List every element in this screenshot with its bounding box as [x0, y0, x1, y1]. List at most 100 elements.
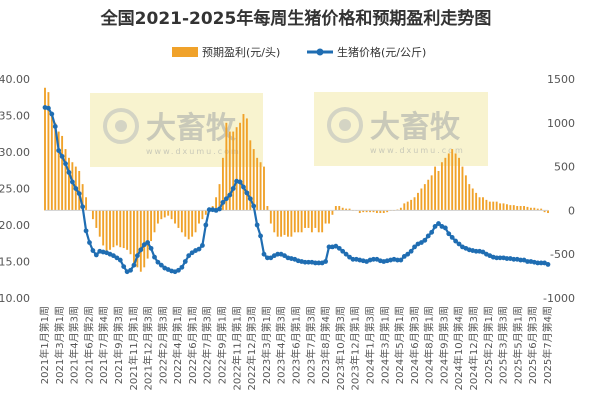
- profit-bar: [519, 206, 522, 211]
- profit-bar: [266, 206, 269, 211]
- price-point: [56, 148, 62, 153]
- profit-bar: [372, 210, 375, 213]
- price-point: [480, 249, 486, 255]
- price-point: [66, 170, 72, 175]
- x-tick-label: 2023年4月第3周: [275, 306, 288, 384]
- y-right-tick-label: 500: [554, 161, 575, 174]
- profit-bar: [225, 122, 228, 211]
- price-point: [176, 267, 181, 273]
- price-point: [196, 246, 202, 252]
- profit-bar: [290, 210, 293, 237]
- price-point: [87, 240, 92, 245]
- price-point: [131, 262, 137, 268]
- profit-bar: [482, 197, 484, 211]
- price-point: [220, 199, 226, 205]
- x-tick-label: 2022年11月第1周: [230, 306, 243, 391]
- x-tick-label: 2022年6月第1周: [186, 306, 199, 384]
- price-point: [76, 191, 82, 197]
- profit-bar: [533, 207, 536, 211]
- profit-bar: [454, 153, 457, 211]
- price-point: [538, 260, 544, 266]
- profit-bar: [71, 162, 74, 211]
- price-point: [189, 250, 195, 256]
- profit-bar: [461, 166, 464, 211]
- profit-bar: [64, 149, 67, 211]
- profit-bar: [242, 114, 245, 211]
- profit-bar: [232, 131, 235, 211]
- price-point: [504, 256, 510, 261]
- x-tick-label: 2022年2月第3周: [156, 306, 169, 384]
- profit-bar: [187, 210, 190, 240]
- price-point: [128, 267, 133, 273]
- profit-bar: [50, 114, 53, 211]
- profit-bar: [526, 206, 529, 211]
- profit-bar: [478, 197, 481, 211]
- profit-bar: [499, 203, 502, 211]
- profit-bar: [85, 197, 88, 211]
- price-point: [316, 260, 322, 266]
- profit-bar: [512, 205, 515, 211]
- price-point: [179, 264, 185, 270]
- profit-bar: [280, 210, 283, 237]
- price-point: [182, 259, 188, 264]
- profit-bar: [146, 210, 149, 259]
- profit-bar: [338, 206, 341, 211]
- price-point: [432, 224, 438, 229]
- profit-bar: [68, 157, 70, 211]
- x-tick-label: 2022年7月第3周: [201, 306, 214, 384]
- price-point: [138, 247, 144, 253]
- profit-bar: [143, 210, 146, 268]
- x-tick-label: 2025年2月第1周: [482, 306, 495, 384]
- price-point: [418, 240, 424, 245]
- profit-bar: [458, 157, 460, 211]
- profit-bar: [543, 210, 546, 213]
- price-point: [134, 253, 140, 259]
- profit-bar: [204, 210, 207, 215]
- profit-bar: [160, 210, 163, 220]
- price-point: [340, 248, 346, 254]
- profit-bar: [413, 197, 416, 211]
- y-right-tick-label: 1500: [547, 73, 575, 86]
- x-tick-label: 2023年3月第1周: [260, 306, 273, 384]
- chart-title: 全国2021-2025年每周生猪价格和预期盈利走势图: [100, 8, 492, 29]
- price-point: [203, 222, 209, 228]
- profit-bar: [440, 162, 443, 211]
- price-point: [63, 161, 68, 167]
- profit-bar: [464, 175, 467, 211]
- profit-bar: [406, 201, 409, 211]
- price-point: [473, 248, 479, 254]
- price-point: [230, 186, 236, 191]
- price-point: [275, 251, 281, 257]
- profit-bar: [239, 122, 241, 211]
- profit-bar: [523, 206, 525, 211]
- profit-bar: [300, 210, 303, 233]
- profit-bar: [269, 210, 272, 224]
- profit-bar: [307, 210, 310, 228]
- x-tick-label: 2024年1月第3周: [364, 306, 377, 384]
- price-point: [412, 244, 417, 250]
- price-point: [312, 260, 318, 266]
- profit-bar: [379, 210, 382, 214]
- x-tick-label: 2024年3月第1周: [378, 306, 391, 384]
- price-point: [241, 184, 246, 190]
- y-left-tick-label: 10.00: [0, 292, 30, 305]
- profit-bar: [136, 210, 139, 268]
- price-point: [347, 254, 352, 260]
- price-point: [306, 259, 311, 265]
- profit-bar: [434, 166, 437, 211]
- x-tick-label: 2021年6月第2周: [82, 306, 95, 384]
- y-right-tick-label: -500: [550, 248, 575, 261]
- watermark-logo: 大畜牧 www.dxumu.com: [314, 92, 488, 166]
- price-point: [244, 190, 250, 196]
- profit-bar: [95, 210, 98, 228]
- profit-bar: [547, 210, 549, 214]
- legend-line-label: 生猪价格(元/公斤): [337, 45, 426, 59]
- profit-bar: [403, 203, 406, 211]
- x-tick-label: 2023年6月第1周: [290, 306, 303, 384]
- profit-bar: [180, 210, 183, 233]
- price-point: [336, 245, 342, 251]
- price-point: [217, 206, 222, 212]
- watermark-brand: 大畜牧: [370, 110, 461, 145]
- profit-bar: [430, 175, 433, 211]
- line-series: [42, 105, 551, 275]
